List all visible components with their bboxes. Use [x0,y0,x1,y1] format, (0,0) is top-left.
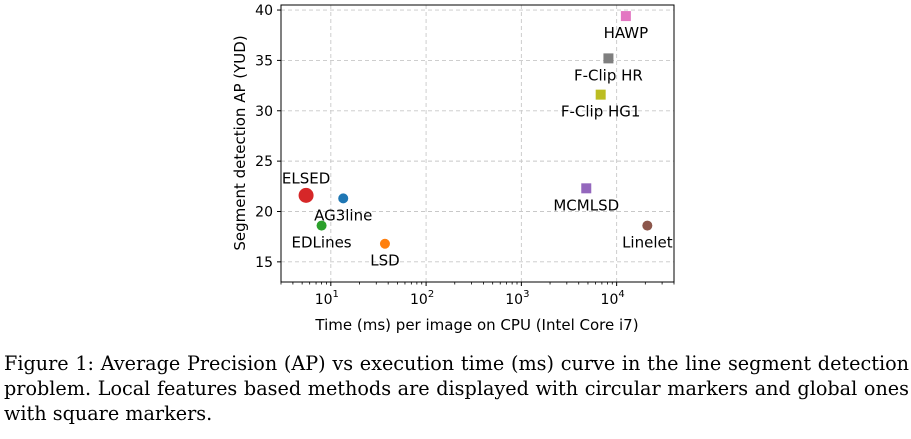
y-tick-label: 30 [255,104,273,120]
x-tick-label: 102 [410,289,434,308]
y-tick-label: 35 [255,53,273,69]
point-label: Linelet [622,234,673,252]
x-tick-label: 104 [601,289,625,308]
point-label: F-Clip HR [574,66,643,84]
figure-caption: Figure 1: Average Precision (AP) vs exec… [4,351,909,426]
x-tick-label: 101 [315,289,339,308]
point-marker-f-clip-hg1 [595,89,606,100]
point-label: F-Clip HG1 [561,103,641,121]
x-axis-title: Time (ms) per image on CPU (Intel Core i… [314,316,638,334]
x-tick-label: 103 [505,289,529,308]
point-label: HAWP [604,24,649,42]
point-marker-hawp [620,11,631,22]
point-label: ELSED [282,169,330,187]
scatter-chart: 15 20 25 30 35 40 101 102 103 104 ELSED AG3line EDL… [231,3,675,334]
axis-ticks: 15 20 25 30 35 40 101 102 103 104 [255,3,675,308]
point-marker-f-clip-hr [603,53,614,64]
caption-label: Figure 1: [4,352,95,375]
point-label: MCMLSD [553,196,619,214]
y-tick-label: 40 [255,3,273,19]
y-axis-title: Segment detection AP (YUD) [231,35,249,250]
y-tick-label: 20 [255,204,273,220]
point-marker-linelet [642,220,653,231]
point-marker-edlines [316,220,327,231]
point-marker-lsd [379,238,390,249]
point-label: EDLines [292,234,352,252]
y-tick-label: 15 [255,255,273,271]
point-marker-elsed [298,187,314,203]
data-points: ELSED AG3line EDLines LSD MCMLSD Linelet HAWP F… [282,11,673,270]
point-marker-ag3line [338,193,349,204]
grid [281,5,674,282]
point-label: LSD [370,252,399,270]
caption-text: Average Precision (AP) vs execution time… [4,352,909,425]
point-label: AG3line [314,206,372,224]
y-tick-label: 25 [255,154,273,170]
plot-frame [280,4,675,283]
point-marker-mcmlsd [581,183,592,194]
